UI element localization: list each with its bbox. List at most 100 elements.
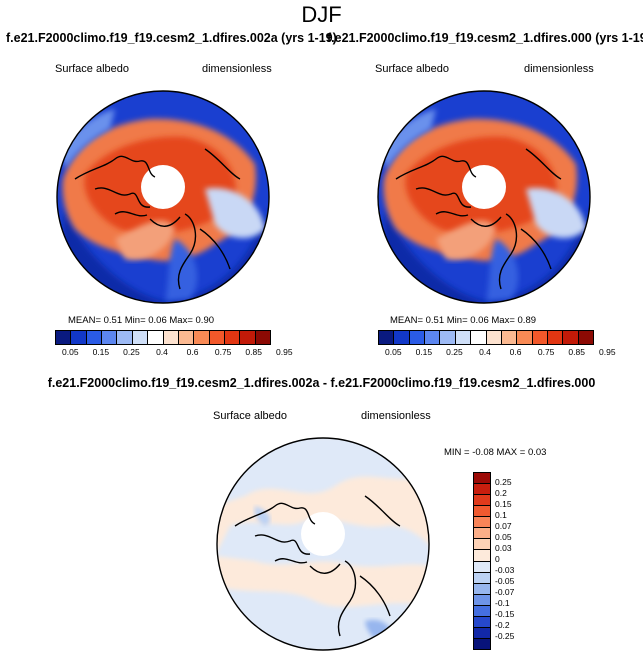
colorbar-swatch — [86, 331, 103, 344]
colorbar-swatch — [240, 331, 256, 344]
colorbar-swatch — [178, 331, 195, 344]
colorbar-tick-label: 0.05 — [62, 347, 79, 357]
colorbar-tick-label: 0.85 — [245, 347, 262, 357]
albedo-difference-field — [217, 438, 429, 650]
colorbar-tick-label: 0.6 — [186, 347, 199, 357]
colorbar-tick-label: -0.1 — [495, 598, 510, 608]
colorbar-tick-label: 0.1 — [495, 510, 507, 520]
colorbar-tick-label: 0.07 — [495, 521, 512, 531]
colorbar-swatch — [563, 331, 579, 344]
panel-1-title: f.e21.F2000climo.f19_f19.cesm2_1.dfires.… — [6, 31, 337, 45]
colorbar-swatch — [409, 331, 426, 344]
colorbar-swatch — [163, 331, 179, 344]
colorbar-tick-label: -0.25 — [495, 631, 515, 641]
panel-1-colorbar-labels: 0.05 0.15 0.25 0.4 0.6 0.75 0.85 0.95 — [55, 347, 293, 359]
colorbar-tick-label: 0 — [495, 554, 500, 564]
colorbar-swatch — [194, 331, 210, 344]
colorbar-swatch — [474, 473, 490, 485]
colorbar-swatch — [474, 616, 490, 628]
diff-colorbar — [473, 472, 491, 650]
colorbar-tick-label: 0.2 — [495, 488, 507, 498]
colorbar-tick-label: 0.15 — [92, 347, 110, 357]
albedo-field — [57, 91, 269, 303]
diff-panel-title: f.e21.F2000climo.f19_f19.cesm2_1.dfires.… — [47, 376, 596, 390]
colorbar-swatch — [474, 583, 490, 595]
colorbar-tick-label: -0.07 — [495, 587, 515, 597]
colorbar-tick-label: 0.75 — [537, 347, 555, 357]
panel-2-units: dimensionless — [524, 63, 594, 75]
colorbar-swatch — [379, 331, 395, 344]
panel-2-variable: Surface albedo — [375, 63, 449, 75]
colorbar-swatch — [474, 638, 490, 649]
panel-2-colorbar — [378, 330, 594, 345]
colorbar-swatch — [547, 331, 564, 344]
colorbar-tick-label: -0.03 — [495, 565, 515, 575]
colorbar-tick-label: 0.03 — [495, 543, 512, 553]
diff-polar-map — [216, 437, 430, 651]
diff-panel-variable: Surface albedo — [213, 410, 287, 422]
diff-panel-units: dimensionless — [361, 410, 431, 422]
colorbar-swatch — [474, 627, 490, 639]
colorbar-swatch — [394, 331, 410, 344]
panel-1-units: dimensionless — [202, 63, 272, 75]
colorbar-swatch — [440, 331, 456, 344]
colorbar-tick-label: 0.05 — [495, 532, 512, 542]
colorbar-swatch — [471, 331, 487, 344]
colorbar-swatch — [209, 331, 225, 344]
panel-1-polar-map — [56, 90, 270, 304]
panel-2-colorbar-labels: 0.05 0.15 0.25 0.4 0.6 0.75 0.85 0.95 — [378, 347, 616, 359]
colorbar-swatch — [474, 506, 490, 518]
diff-panel-minmax: MIN = -0.08 MAX = 0.03 — [444, 447, 547, 458]
colorbar-swatch — [474, 594, 490, 606]
colorbar-swatch — [474, 550, 490, 562]
colorbar-tick-label: 0.25 — [446, 347, 463, 357]
colorbar-swatch — [455, 331, 472, 344]
colorbar-tick-label: -0.2 — [495, 620, 510, 630]
colorbar-tick-label: 0.15 — [495, 499, 512, 509]
colorbar-tick-label: 0.95 — [599, 347, 616, 357]
colorbar-swatch — [224, 331, 241, 344]
main-title: DJF — [301, 2, 342, 27]
colorbar-swatch — [474, 605, 490, 617]
colorbar-tick-label: 0.4 — [156, 347, 168, 357]
colorbar-swatch — [71, 331, 87, 344]
panel-2-stats: MEAN= 0.51 Min= 0.06 Max= 0.89 — [390, 315, 537, 326]
colorbar-swatch — [474, 561, 490, 573]
colorbar-tick-label: -0.15 — [495, 609, 515, 619]
colorbar-swatch — [148, 331, 164, 344]
colorbar-tick-label: 0.75 — [214, 347, 232, 357]
colorbar-swatch — [517, 331, 533, 344]
colorbar-tick-label: 0.25 — [495, 477, 512, 487]
colorbar-swatch — [474, 484, 490, 496]
panel-1-variable: Surface albedo — [55, 63, 129, 75]
colorbar-swatch — [532, 331, 548, 344]
colorbar-swatch — [132, 331, 149, 344]
colorbar-tick-label: 0.95 — [276, 347, 293, 357]
colorbar-tick-label: 0.6 — [509, 347, 522, 357]
panel-2-title: f.e21.F2000climo.f19_f19.cesm2_1.dfires.… — [327, 31, 643, 45]
colorbar-tick-label: -0.05 — [495, 576, 515, 586]
colorbar-swatch — [474, 495, 490, 507]
panel-1-colorbar — [55, 330, 271, 345]
panel-2-polar-map — [377, 90, 591, 304]
colorbar-swatch — [578, 331, 594, 344]
panel-1-stats: MEAN= 0.51 Min= 0.06 Max= 0.90 — [68, 315, 215, 326]
colorbar-tick-label: 0.15 — [415, 347, 433, 357]
colorbar-tick-label: 0.25 — [123, 347, 140, 357]
colorbar-swatch — [474, 539, 490, 551]
colorbar-tick-label: 0.4 — [479, 347, 491, 357]
colorbar-swatch — [474, 572, 490, 584]
colorbar-swatch — [501, 331, 518, 344]
colorbar-swatch — [425, 331, 441, 344]
colorbar-swatch — [102, 331, 118, 344]
diff-colorbar-labels: 0.25 0.2 0.15 0.1 0.07 0.05 0.03 0 -0.03 -0.05 -0.… — [495, 472, 535, 648]
colorbar-swatch — [117, 331, 133, 344]
colorbar-swatch — [255, 331, 271, 344]
colorbar-tick-label: 0.85 — [568, 347, 585, 357]
colorbar-swatch — [56, 331, 72, 344]
colorbar-swatch — [486, 331, 502, 344]
albedo-field — [378, 91, 590, 303]
colorbar-swatch — [474, 517, 490, 529]
colorbar-tick-label: 0.05 — [385, 347, 402, 357]
colorbar-swatch — [474, 528, 490, 540]
